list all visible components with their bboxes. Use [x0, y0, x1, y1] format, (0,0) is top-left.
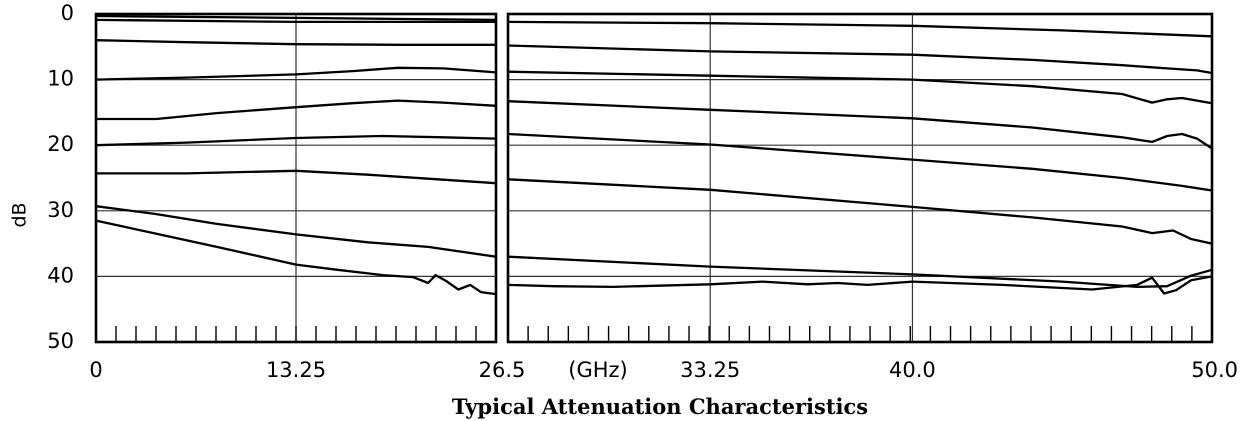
x-tick-label: 26.5 [479, 358, 526, 382]
x-tick-label: 13.25 [266, 358, 326, 382]
y-tick-label: 0 [61, 1, 74, 25]
series-line [94, 219, 498, 296]
series-line [94, 18, 498, 24]
x-tick-labels: 0 13.25 26.5 33.25 40.0 50.0 [89, 358, 1238, 382]
series-line [506, 275, 1214, 295]
series-line [506, 44, 1214, 75]
series-line [94, 66, 498, 81]
y-tick-label: 40 [47, 263, 74, 287]
series-line [94, 14, 498, 22]
minor-ticks [115, 326, 1193, 342]
series-line [94, 99, 498, 121]
series-line [506, 132, 1214, 192]
chart-title: Typical Attenuation Characteristics [452, 394, 868, 419]
panel-frame [506, 12, 1214, 344]
series-line [506, 70, 1214, 105]
series-line [94, 134, 498, 147]
series-line [94, 39, 498, 46]
series-line [506, 100, 1214, 150]
y-tick-label: 30 [47, 198, 74, 222]
series-line [506, 20, 1214, 38]
x-tick-label: 50.0 [1191, 358, 1238, 382]
series-line [506, 255, 1214, 289]
series-line [94, 169, 498, 185]
y-axis-label: dB [9, 202, 31, 227]
x-tick-label: 40.0 [889, 358, 936, 382]
panel-frames [94, 12, 1214, 344]
x-tick-label: 0 [89, 358, 102, 382]
y-tick-label: 50 [47, 329, 74, 353]
y-tick-label: 20 [47, 132, 74, 156]
series-line [506, 178, 1214, 245]
series-layer [94, 14, 1214, 296]
y-tick-labels: 0 10 20 30 40 50 [47, 1, 74, 353]
grid-layer [96, 13, 1212, 343]
series-line [94, 205, 498, 258]
x-unit-label: (GHz) [568, 358, 627, 382]
x-tick-label: 33.25 [680, 358, 740, 382]
y-tick-label: 10 [47, 67, 74, 91]
